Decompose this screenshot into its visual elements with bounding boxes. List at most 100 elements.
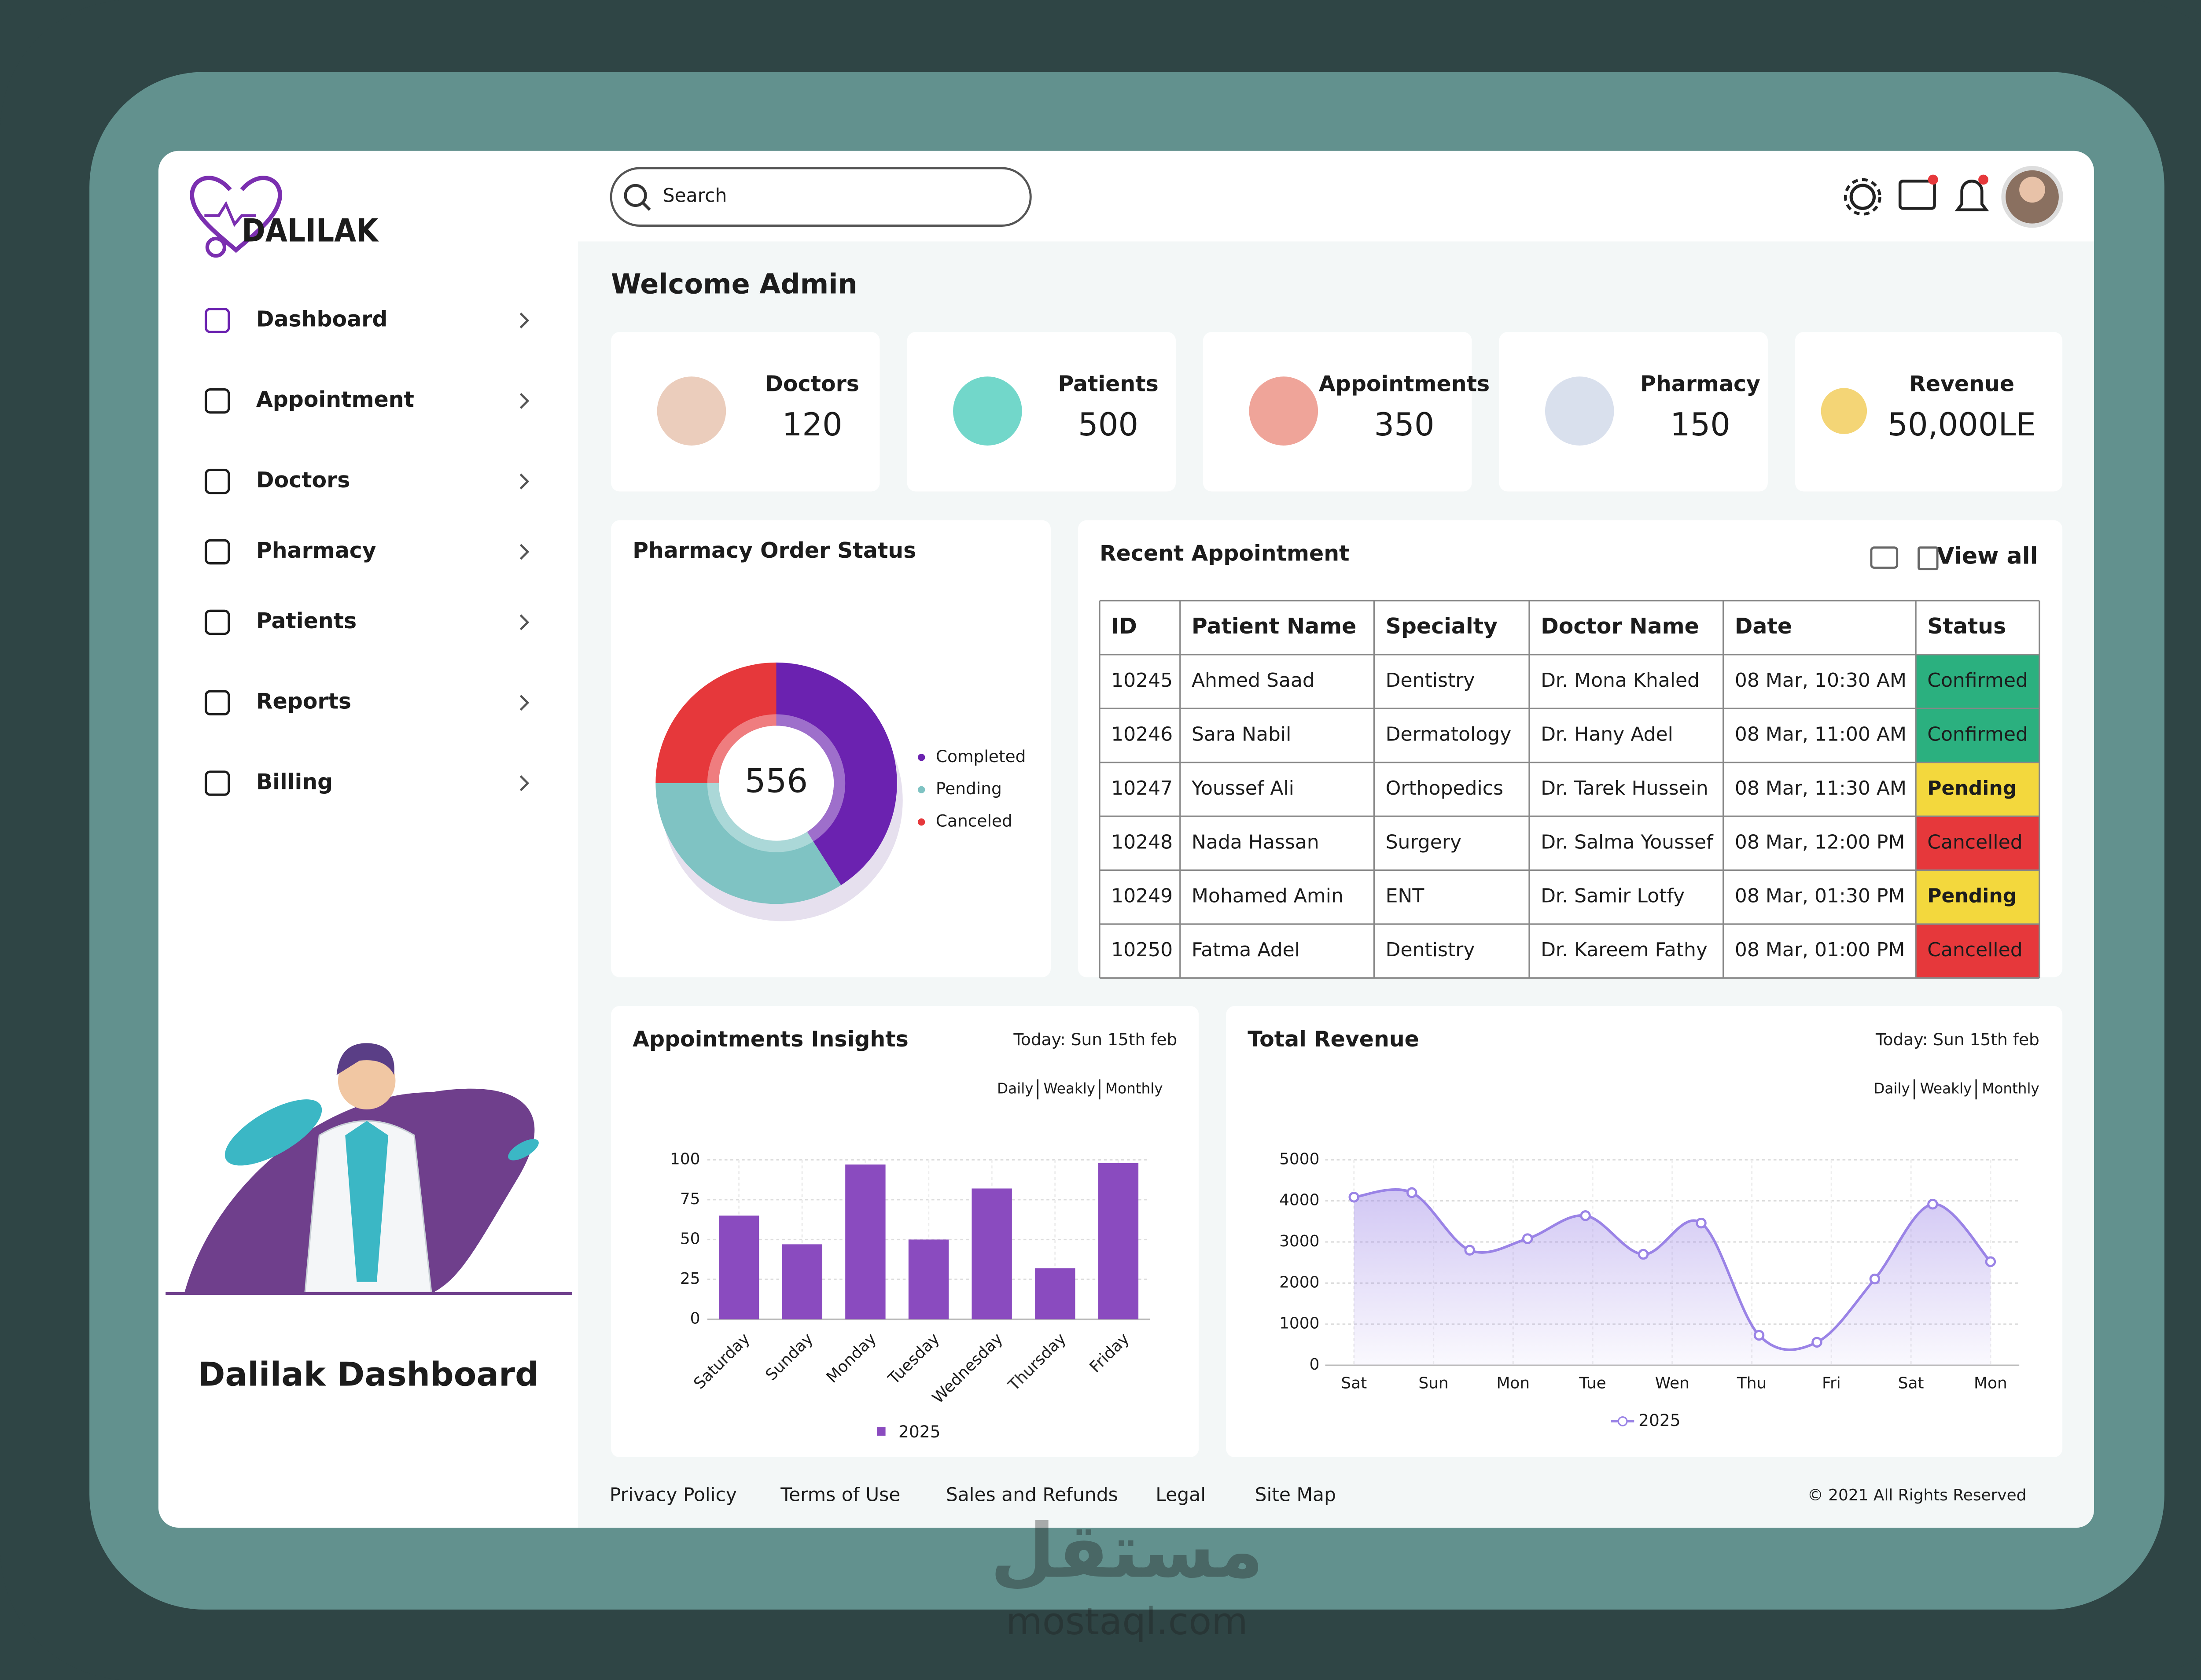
table-header: ID [1111,614,1137,639]
y-tick-label: 4000 [1279,1191,1319,1209]
bar [718,1216,759,1319]
status-label: Confirmed [1927,669,2028,692]
notifications-icon[interactable] [1954,180,1989,211]
area [1354,1189,1991,1366]
illustration-shape [508,1139,539,1161]
table-cell: Youssef Ali [1191,777,1294,799]
footer-link[interactable]: Site Map [1255,1485,1336,1506]
bar [845,1164,886,1319]
table-cell: 10249 [1111,885,1173,907]
nav-chevron [519,312,530,328]
table-cell: 10250 [1111,939,1173,961]
stat-illustration [1545,376,1614,446]
panel [1078,520,2063,977]
legend-label: Completed [936,747,1026,766]
table-cell: 10246 [1111,723,1173,746]
nav-icon [204,388,230,414]
period-option[interactable]: Daily [1873,1080,1910,1097]
sidebar-caption: Dalilak Dashboard [198,1355,539,1394]
donut-hole [718,726,834,841]
stat-label: Pharmacy [1640,371,1760,396]
nav-item[interactable]: Doctors [256,468,350,493]
stat-card [1499,332,1768,492]
settings-icon[interactable] [1849,184,1876,210]
x-tick-label: Mon [1496,1374,1530,1393]
period-option[interactable]: Weakly [1043,1080,1095,1097]
nav-chevron [519,614,530,630]
stat-value: 500 [1078,406,1138,443]
stat-illustration [953,376,1022,446]
footer-link[interactable]: Privacy Policy [610,1485,737,1506]
point [1638,1249,1649,1260]
stat-card [1795,332,2063,492]
table-cell: Orthopedics [1386,777,1503,799]
doctor-head [338,1052,396,1110]
period-option[interactable]: Weakly [1920,1080,1972,1097]
table-cell: Dentistry [1386,669,1475,692]
y-tick-label: 0 [1310,1356,1320,1374]
status-label: Pending [1927,777,2017,799]
bar [908,1239,949,1319]
view-all-link[interactable]: View all [1936,543,2038,570]
donut-segment [655,662,777,784]
table-cell: Dr. Salma Youssef [1541,831,1714,853]
nav-item[interactable]: Patients [256,608,357,634]
watermark: mostaql.com [1006,1600,1248,1643]
table-cell: Surgery [1386,831,1461,853]
nav-icon [204,308,230,333]
logo-pulse [204,201,256,227]
point [1811,1337,1822,1348]
folder-icon[interactable] [1870,546,1899,569]
delete-icon[interactable] [1918,546,1939,571]
x-tick-label: Fri [1822,1374,1841,1393]
nav-item[interactable]: Reports [256,689,351,714]
table-cell: Dr. Hany Adel [1541,723,1673,746]
table-cell: 08 Mar, 11:00 AM [1735,723,1907,746]
nav-item[interactable]: Billing [256,770,333,795]
doctor-hair [336,1043,394,1075]
x-tick-label: Sat [1898,1374,1924,1393]
point [1348,1192,1360,1203]
point [1522,1233,1533,1244]
footer-link[interactable]: Sales and Refunds [946,1485,1118,1506]
table-cell: Sara Nabil [1192,723,1291,746]
table-cell: 08 Mar, 10:30 AM [1735,669,1907,692]
footer-link[interactable]: Terms of Use [780,1485,900,1506]
notifications-badge [1978,174,1988,185]
legend-dot [918,754,925,761]
search-box[interactable] [610,167,1032,227]
status-cell [1916,762,2039,817]
stat-value: 120 [782,406,843,443]
donut-segment [655,783,841,904]
footer-link[interactable]: Legal [1156,1485,1206,1506]
period-option[interactable]: Monthly [1982,1080,2039,1097]
messages-badge [1928,174,1938,185]
status-label: Pending [1927,885,2017,907]
table-cell: Fatma Adel [1192,939,1300,961]
status-label: Cancelled [1927,939,2023,961]
nav-item[interactable]: Dashboard [256,306,388,332]
table-header: Date [1735,614,1792,639]
doctor-shirt [345,1121,389,1282]
nav-icon [204,468,230,494]
nav-icon [204,539,230,565]
logo-dot [205,236,227,258]
y-tick-label: 25 [680,1270,700,1288]
table-cell: 10245 [1111,669,1173,692]
y-tick-label: 50 [680,1230,700,1248]
nav-chevron [519,775,530,792]
nav-item[interactable]: Appointment [256,387,414,412]
period-option[interactable]: Daily [997,1080,1034,1097]
welcome-title: Welcome Admin [611,268,858,300]
table-cell: Mohamed Amin [1192,885,1343,907]
messages-icon[interactable] [1898,180,1936,210]
legend-label: Pending [936,779,1002,798]
point [1985,1256,1996,1267]
period-option[interactable]: Monthly [1105,1080,1163,1097]
nav-item[interactable]: Pharmacy [256,538,376,563]
chart-title: Pharmacy Order Status [633,538,916,563]
watermark: مستقل [990,1508,1264,1595]
point [1406,1187,1417,1198]
x-tick-label: Mon [1974,1374,2007,1393]
table-header: Specialty [1386,614,1498,639]
